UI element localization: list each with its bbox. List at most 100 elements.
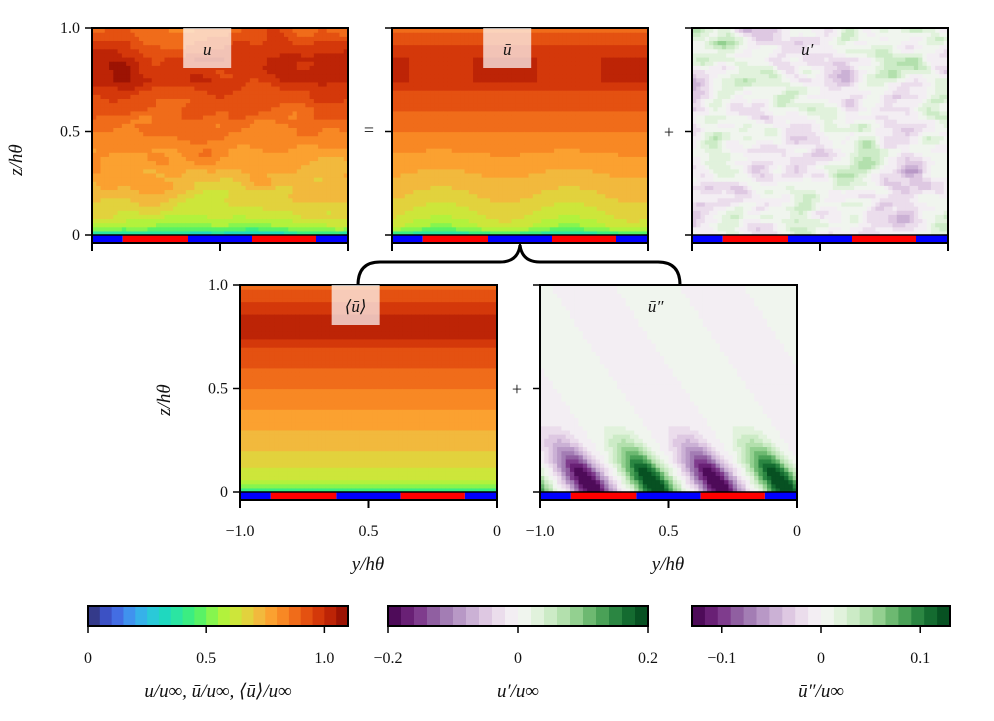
contour-cell [237, 86, 242, 91]
contour-cell [524, 148, 529, 153]
contour-cell [507, 140, 512, 145]
contour-cell [246, 227, 251, 232]
contour-cell [186, 140, 191, 145]
contour-cell [396, 160, 401, 165]
contour-cell [554, 123, 559, 128]
contour-cell [409, 223, 414, 228]
contour-cell [190, 198, 195, 203]
contour-cell [288, 119, 293, 124]
contour-cell [139, 148, 144, 153]
contour-cell [224, 152, 229, 157]
contour-cell [335, 206, 340, 211]
contour-cell [126, 111, 131, 116]
contour-cell [143, 144, 148, 149]
contour-cell [211, 74, 216, 79]
contour-cell [537, 111, 542, 116]
contour-cell [439, 181, 444, 186]
contour-cell [113, 206, 118, 211]
contour-cell [147, 69, 152, 74]
contour-cell [430, 148, 435, 153]
contour-cell [447, 119, 452, 124]
contour-cell [426, 202, 431, 207]
contour-cell [524, 177, 529, 182]
contour-cell [96, 65, 101, 70]
contour-cell [477, 36, 482, 41]
contour-cell [220, 144, 225, 149]
contour-cell [516, 169, 521, 174]
contour-cell [301, 156, 306, 161]
contour-cell [224, 144, 229, 149]
contour-cell [101, 90, 106, 95]
contour-cell [465, 45, 470, 50]
contour-cell [186, 189, 191, 194]
contour-cell [409, 107, 414, 112]
contour-cell [486, 214, 491, 219]
contour-cell [199, 123, 204, 128]
contour-cell [165, 144, 170, 149]
contour-cell [126, 86, 131, 91]
contour-cell [199, 206, 204, 211]
contour-cell [143, 40, 148, 45]
contour-cell [327, 107, 332, 112]
contour-cell [465, 144, 470, 149]
contour-cell [190, 115, 195, 120]
contour-cell [422, 119, 427, 124]
contour-cell [533, 181, 538, 186]
contour-cell [258, 181, 263, 186]
contour-cell [126, 32, 131, 37]
contour-cell [160, 223, 165, 228]
contour-cell [199, 140, 204, 145]
contour-cell [409, 198, 414, 203]
contour-cell [550, 103, 555, 108]
contour-cell [447, 53, 452, 58]
contour-cell [177, 45, 182, 50]
contour-cell [314, 181, 319, 186]
contour-cell [233, 127, 238, 132]
contour-cell [96, 148, 101, 153]
contour-cell [318, 90, 323, 95]
contour-cell [507, 82, 512, 87]
contour-cell [241, 115, 246, 120]
contour-cell [550, 123, 555, 128]
contour-cell [147, 36, 152, 41]
contour-cell [194, 177, 199, 182]
contour-cell [499, 119, 504, 124]
contour-cell [524, 156, 529, 161]
contour-cell [118, 156, 123, 161]
contour-cell [520, 136, 525, 141]
contour-cell [211, 210, 216, 215]
contour-cell [533, 227, 538, 232]
contour-cell [105, 210, 110, 215]
contour-cell [426, 144, 431, 149]
contour-cell [96, 107, 101, 112]
contour-cell [101, 65, 106, 70]
contour-cell [541, 160, 546, 165]
contour-cell [430, 169, 435, 174]
contour-cell [533, 177, 538, 182]
contour-cell [550, 214, 555, 219]
contour-cell [550, 82, 555, 87]
contour-cell [465, 107, 470, 112]
contour-cell [130, 103, 135, 108]
contour-cell [122, 36, 127, 41]
contour-cell [469, 94, 474, 99]
contour-cell [477, 218, 482, 223]
contour-cell [130, 177, 135, 182]
contour-cell [473, 152, 478, 157]
contour-cell [473, 173, 478, 178]
contour-cell [186, 214, 191, 219]
contour-cell [335, 140, 340, 145]
contour-cell [156, 40, 161, 45]
contour-cell [490, 123, 495, 128]
contour-cell [233, 98, 238, 103]
contour-cell [469, 148, 474, 153]
contour-cell [139, 140, 144, 145]
contour-cell [499, 214, 504, 219]
contour-cell [413, 218, 418, 223]
contour-cell [288, 32, 293, 37]
contour-cell [190, 218, 195, 223]
contour-cell [156, 160, 161, 165]
contour-cell [118, 210, 123, 215]
contour-cell [147, 132, 152, 137]
contour-cell [435, 69, 440, 74]
